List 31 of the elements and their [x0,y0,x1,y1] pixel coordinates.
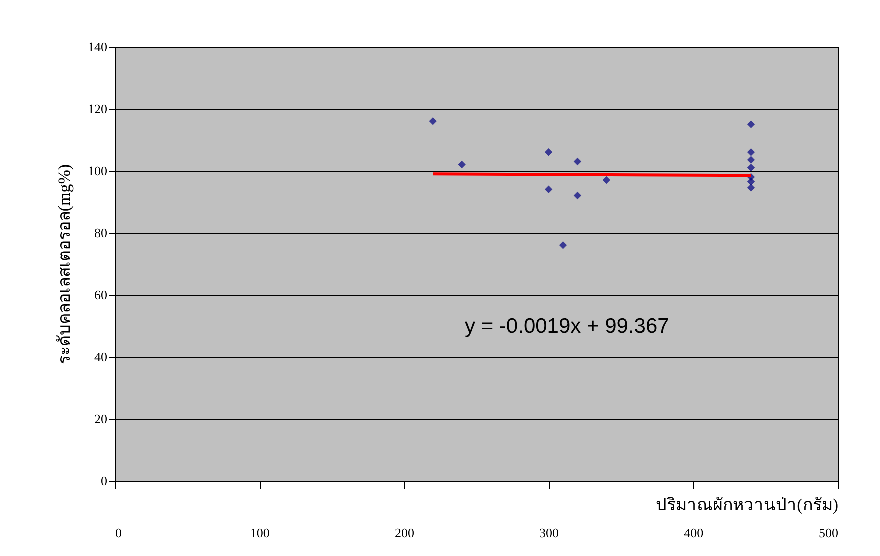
point [559,242,568,250]
y-tick-label: 20 [94,412,108,426]
x-tick-label: 500 [819,526,838,540]
point [429,118,437,126]
point [544,186,553,194]
x-axis-title: ปริมาณผักหวานป่า(กรัม) [656,496,838,514]
point [747,184,756,192]
x-tick-label: 400 [684,526,704,540]
point [747,148,756,156]
point [747,164,756,172]
y-tick-label: 60 [94,288,108,302]
point [458,160,466,169]
y-tick-label: 0 [101,474,108,488]
x-tick-label: 0 [116,526,122,540]
x-tick-label: 100 [250,526,270,540]
point [747,178,756,186]
point [544,148,553,156]
y-axis-title: ระดับคลอเลสเตอรอล(mg%) [55,164,74,365]
point [574,192,582,200]
x-tick-label: 200 [394,526,414,540]
y-tick-label: 100 [88,164,108,178]
y-tick-label: 40 [94,350,108,364]
point [747,156,756,164]
point [574,158,582,166]
x-tick-label: 300 [540,526,560,540]
y-tick-label: 120 [88,102,108,116]
point [602,176,611,184]
y-tick-label: 80 [94,226,108,240]
point [747,120,756,128]
y-tick-label: 140 [88,40,108,54]
annotation: y = -0.0019x + 99.367 [465,315,670,338]
